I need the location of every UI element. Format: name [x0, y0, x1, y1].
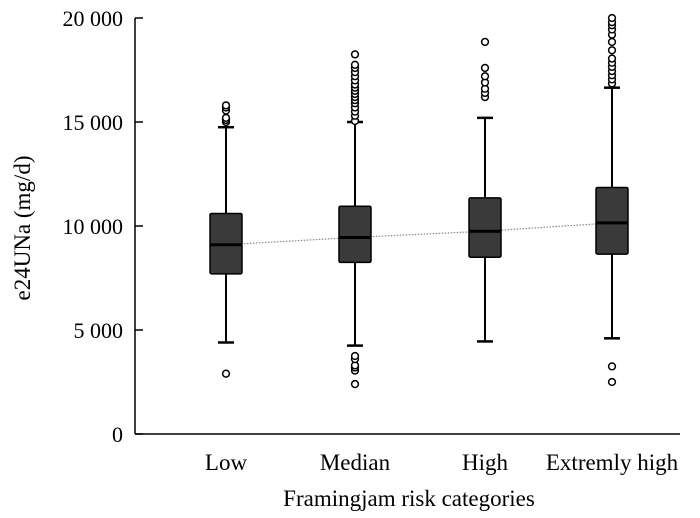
- outlier-point: [221, 369, 231, 378]
- outlier-point: [607, 13, 617, 23]
- outlier-point: [607, 377, 617, 387]
- outlier-point: [480, 37, 490, 47]
- box-group: [338, 50, 372, 389]
- box-iqr: [338, 205, 372, 264]
- x-tick-label: Median: [320, 450, 391, 475]
- x-tick-label: Extremly high: [546, 450, 679, 475]
- outlier-point: [221, 101, 231, 110]
- y-tick-label: 20 000: [63, 6, 124, 31]
- outlier-point: [350, 351, 360, 361]
- outlier-point: [480, 72, 490, 81]
- y-tick-label: 10 000: [63, 214, 124, 239]
- x-axis-label: Framingjam risk categories: [283, 486, 535, 511]
- outlier-point: [607, 46, 617, 55]
- box-group: [595, 13, 629, 387]
- box-iqr: [595, 186, 629, 255]
- boxes: [209, 13, 629, 389]
- outlier-point: [607, 362, 617, 371]
- x-tick-labels: Low Median High Extremly high: [205, 450, 679, 475]
- x-tick-label: Low: [205, 450, 248, 475]
- y-tick-label: 0: [112, 422, 123, 447]
- y-axis-label: e24UNa (mg/d): [10, 156, 35, 301]
- outlier-point: [221, 113, 231, 122]
- box-group: [209, 101, 243, 378]
- outlier-point: [350, 50, 360, 59]
- median-trend-path: [225, 222, 613, 246]
- outlier-point: [480, 63, 490, 73]
- x-tick-label: High: [462, 450, 509, 475]
- outlier-point: [607, 54, 617, 63]
- outlier-point: [350, 379, 360, 389]
- outlier-point: [607, 37, 617, 47]
- y-tick-label: 15 000: [63, 110, 124, 135]
- y-ticks: 0 5 000 10 000 15 000 20 000: [63, 6, 143, 447]
- median-trend-line: [225, 222, 613, 246]
- box-group: [468, 37, 502, 343]
- box-iqr: [468, 197, 502, 258]
- outlier-point: [350, 60, 360, 69]
- y-tick-label: 5 000: [74, 318, 124, 343]
